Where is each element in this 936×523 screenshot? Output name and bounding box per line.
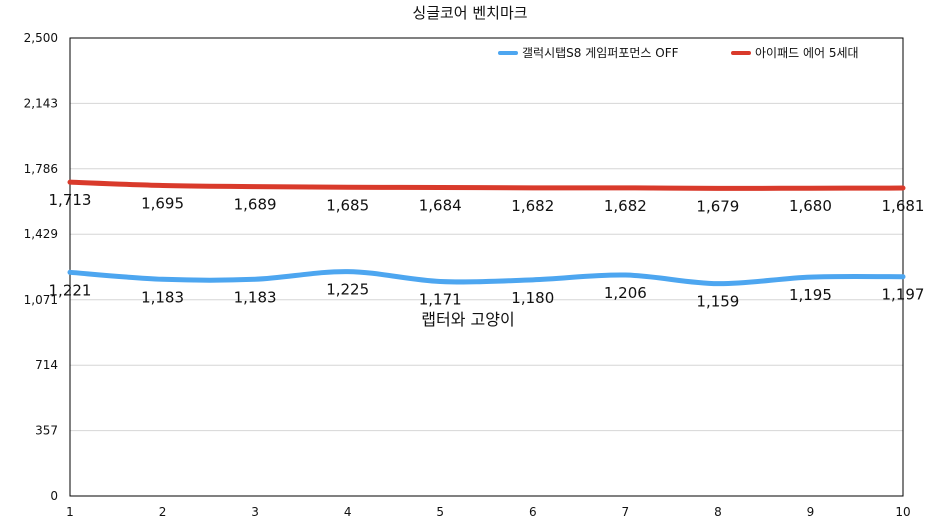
data-label: 1,225 [326, 281, 369, 299]
data-point [439, 186, 441, 188]
data-point [254, 278, 256, 280]
data-point [717, 187, 719, 189]
x-tick-label: 4 [344, 505, 352, 519]
data-point [69, 181, 71, 183]
data-label: 1,221 [49, 281, 92, 299]
data-point [254, 186, 256, 188]
data-label: 1,685 [326, 196, 369, 214]
x-tick-label: 10 [895, 505, 910, 519]
data-label: 1,180 [511, 289, 554, 307]
data-label: 1,682 [511, 197, 554, 215]
data-point [532, 279, 534, 281]
data-label: 1,197 [882, 286, 925, 304]
data-point [162, 278, 164, 280]
series-lines [67, 179, 906, 287]
x-tick-label: 8 [714, 505, 722, 519]
data-label: 1,206 [604, 284, 647, 302]
series-line-1 [67, 179, 906, 191]
data-point [532, 187, 534, 189]
data-label: 1,682 [604, 197, 647, 215]
data-point [69, 271, 71, 273]
y-tick-label: 714 [35, 358, 58, 372]
data-label: 1,713 [49, 191, 92, 209]
data-label: 1,681 [882, 197, 925, 215]
plot-frame [69, 37, 904, 497]
x-axis-ticks: 1 2 3 4 5 6 7 8 9 10 [66, 505, 910, 519]
y-tick-label: 0 [50, 489, 58, 503]
data-label: 1,183 [234, 288, 277, 306]
legend: 갤럭시탭S8 게임퍼포먼스 OFF 아이패드 에어 5세대 [498, 46, 859, 60]
x-tick-label: 9 [807, 505, 815, 519]
x-tick-label: 5 [436, 505, 444, 519]
data-point [624, 274, 626, 276]
data-label: 1,195 [789, 286, 832, 304]
data-point [347, 186, 349, 188]
data-point [439, 280, 441, 282]
x-tick-label: 2 [159, 505, 167, 519]
y-tick-label: 1,071 [24, 293, 58, 307]
x-tick-label: 3 [251, 505, 259, 519]
data-label: 1,695 [141, 194, 184, 212]
data-label: 1,680 [789, 197, 832, 215]
data-label: 1,689 [234, 196, 277, 214]
grid-lines [70, 37, 903, 497]
data-label: 1,679 [696, 197, 739, 215]
data-point [347, 271, 349, 273]
data-point [809, 187, 811, 189]
series-line-0 [67, 269, 906, 287]
y-tick-label: 1,786 [24, 162, 58, 176]
data-label: 1,159 [696, 293, 739, 311]
y-tick-label: 357 [35, 424, 58, 438]
annotation-text: 랩터와 고양이 [421, 310, 514, 329]
data-label: 1,171 [419, 290, 462, 308]
x-tick-label: 6 [529, 505, 537, 519]
y-tick-label: 1,429 [24, 227, 58, 241]
x-tick-label: 1 [66, 505, 74, 519]
legend-label: 갤럭시탭S8 게임퍼포먼스 OFF [522, 46, 679, 60]
data-point [809, 276, 811, 278]
y-tick-label: 2,500 [24, 31, 58, 45]
legend-label: 아이패드 에어 5세대 [755, 46, 859, 60]
y-tick-label: 2,143 [24, 96, 58, 110]
data-point [162, 184, 164, 186]
data-point [717, 283, 719, 285]
chart-title: 싱글코어 벤치마크 [412, 4, 527, 22]
x-tick-label: 7 [622, 505, 630, 519]
data-point [902, 276, 904, 278]
data-label: 1,684 [419, 196, 462, 214]
data-point [624, 187, 626, 189]
data-labels: 1,221 1,183 1,183 1,225 1,171 1,180 1,206 1,159… [49, 191, 925, 310]
y-axis-ticks: 0 357 714 1,071 1,429 1,786 2,143 2,500 [24, 31, 58, 503]
data-label: 1,183 [141, 288, 184, 306]
data-point [902, 187, 904, 189]
